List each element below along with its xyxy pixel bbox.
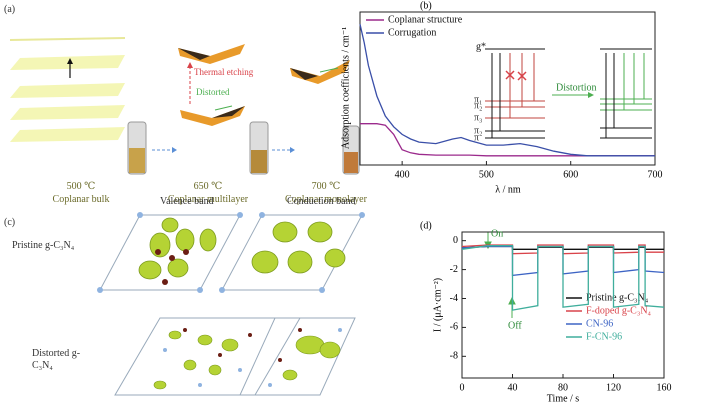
panel-label: (c)	[4, 217, 16, 228]
annotation: g*	[476, 41, 486, 52]
legend-label: Coplanar structure	[388, 14, 463, 25]
step-name: Coplanar multilayer	[167, 194, 249, 205]
data-line	[359, 24, 655, 157]
x-tick-label: 0	[460, 382, 465, 393]
data-line	[461, 245, 665, 311]
plot-frame	[359, 11, 656, 166]
x-tick-label: 400	[395, 169, 410, 180]
annotation: π₃	[474, 112, 483, 123]
x-tick-label: 160	[657, 382, 672, 393]
column-label: Valence band	[160, 196, 214, 207]
step-temperature: 700 ℃	[311, 181, 341, 192]
x-tick-label: 80	[558, 382, 568, 393]
legend-label: F-doped g-C₃N₄	[586, 305, 652, 316]
x-axis-label: λ / nm	[495, 184, 521, 195]
step-temperature: 500 ℃	[66, 181, 96, 192]
data-line	[360, 123, 655, 157]
legend-label: F-CN-96	[586, 331, 622, 342]
step-temperature: 650 ℃	[193, 181, 223, 192]
annotation: On	[491, 228, 503, 239]
energy-diagram	[485, 48, 652, 139]
annotation: π₂	[474, 100, 483, 111]
panel-label: (d)	[420, 220, 432, 231]
x-tick-label: 40	[508, 382, 518, 393]
legend-label: Pristine g-C₃N₄	[586, 292, 649, 303]
y-tick-label: -2	[450, 264, 458, 275]
legend-label: Corrugation	[388, 27, 436, 38]
y-tick-label: 0	[453, 235, 458, 246]
x-axis-label: Time / s	[547, 393, 580, 404]
column-label: Conduction band	[287, 196, 356, 207]
x-tick-label: 600	[563, 169, 578, 180]
y-axis-label: Adsorption coefficients / cm⁻¹	[340, 27, 351, 149]
step-name: Coplanar monolayer	[285, 194, 367, 205]
panel-c-art	[97, 212, 365, 396]
annotation: Off	[508, 320, 522, 331]
panel-label: (a)	[4, 4, 16, 15]
legend-label: CN-96	[586, 318, 613, 329]
x-tick-label: 700	[648, 169, 663, 180]
y-tick-label: -4	[450, 293, 458, 304]
x-tick-label: 120	[606, 382, 621, 393]
panel-a-art	[9, 37, 360, 175]
annotation: π₁	[474, 94, 483, 105]
annotation: Distortion	[556, 82, 597, 93]
panel-label: (b)	[420, 0, 432, 11]
annotation: π	[474, 132, 479, 143]
x-tick-label: 500	[479, 169, 494, 180]
y-tick-label: -6	[450, 322, 458, 333]
row-label: Pristine g-C₃N₄	[12, 240, 75, 251]
row-label: Distorted g-C₃N₄	[32, 348, 81, 371]
annotation: Thermal etching	[194, 67, 254, 77]
annotation: π₂	[474, 125, 483, 136]
y-axis-label: I / (μA·cm⁻²)	[432, 278, 443, 332]
y-tick-label: -8	[450, 351, 458, 362]
step-name: Coplanar bulk	[52, 194, 110, 205]
annotation: Distorted	[196, 87, 230, 97]
